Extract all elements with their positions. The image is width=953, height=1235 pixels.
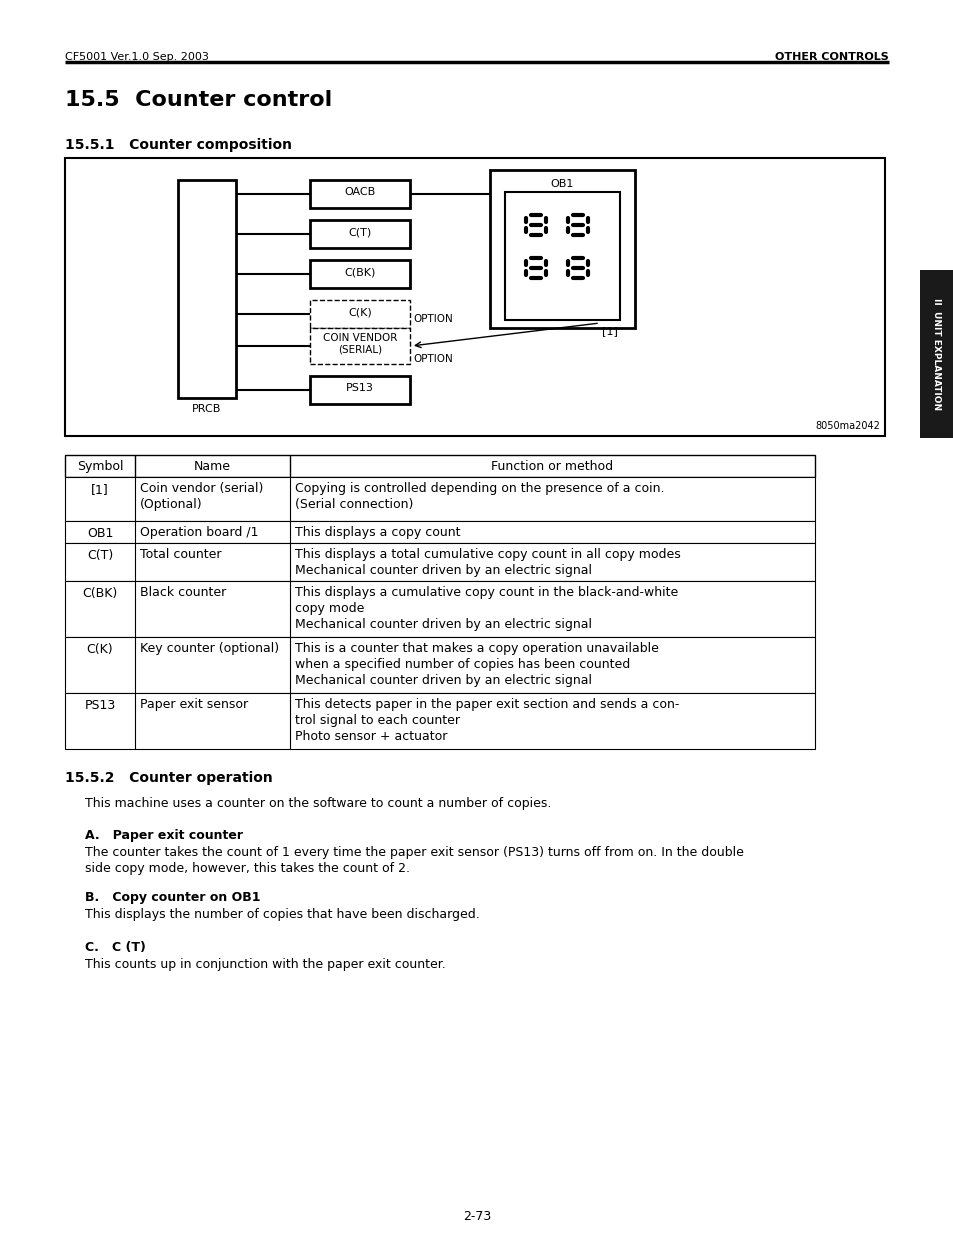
Text: 15.5  Counter control: 15.5 Counter control (65, 90, 332, 110)
Bar (310, 220, 410, 248)
Bar (310, 261, 410, 288)
Bar (504, 191, 619, 320)
Text: OB1: OB1 (550, 179, 573, 189)
Text: Function or method: Function or method (491, 459, 613, 473)
Text: 2-73: 2-73 (462, 1210, 491, 1223)
Bar (919, 270, 953, 438)
Text: Symbol: Symbol (76, 459, 123, 473)
Text: when a specified number of copies has been counted: when a specified number of copies has be… (294, 658, 630, 671)
Text: C(K): C(K) (87, 643, 113, 656)
Text: Coin vendor (serial): Coin vendor (serial) (140, 482, 263, 495)
Text: [1]: [1] (91, 483, 109, 496)
Text: Copying is controlled depending on the presence of a coin.: Copying is controlled depending on the p… (294, 482, 664, 495)
Text: C(BK): C(BK) (344, 267, 375, 277)
Text: This displays a cumulative copy count in the black-and-white: This displays a cumulative copy count in… (294, 585, 678, 599)
Text: This displays a copy count: This displays a copy count (294, 526, 460, 538)
Text: 15.5.1   Counter composition: 15.5.1 Counter composition (65, 138, 292, 152)
Text: This counts up in conjunction with the paper exit counter.: This counts up in conjunction with the p… (85, 958, 445, 971)
Text: side copy mode, however, this takes the count of 2.: side copy mode, however, this takes the … (85, 862, 410, 876)
Text: (Optional): (Optional) (140, 498, 202, 511)
Text: C.   C (T): C. C (T) (85, 941, 146, 953)
Bar (65, 477, 814, 521)
Text: OPTION: OPTION (413, 314, 453, 324)
Text: (Serial connection): (Serial connection) (294, 498, 413, 511)
Text: 8050ma2042: 8050ma2042 (814, 421, 879, 431)
Text: Mechanical counter driven by an electric signal: Mechanical counter driven by an electric… (294, 564, 592, 577)
Bar (178, 180, 235, 398)
Text: copy mode: copy mode (294, 601, 364, 615)
Text: PS13: PS13 (346, 383, 374, 393)
Text: C(K): C(K) (348, 308, 372, 317)
Bar (310, 300, 410, 329)
Bar (65, 580, 814, 637)
Text: Mechanical counter driven by an electric signal: Mechanical counter driven by an electric… (294, 674, 592, 687)
Text: A.   Paper exit counter: A. Paper exit counter (85, 829, 243, 842)
Text: OACB: OACB (344, 186, 375, 198)
Text: B.   Copy counter on OB1: B. Copy counter on OB1 (85, 890, 260, 904)
Text: OPTION: OPTION (413, 354, 453, 364)
Text: This is a counter that makes a copy operation unavailable: This is a counter that makes a copy oper… (294, 642, 659, 655)
Text: [1]: [1] (601, 326, 618, 336)
Text: COIN VENDOR
(SERIAL): COIN VENDOR (SERIAL) (322, 333, 396, 354)
Bar (310, 180, 410, 207)
Text: The counter takes the count of 1 every time the paper exit sensor (PS13) turns o: The counter takes the count of 1 every t… (85, 846, 743, 860)
Text: 15.5.2   Counter operation: 15.5.2 Counter operation (65, 771, 273, 785)
Text: CF5001 Ver.1.0 Sep. 2003: CF5001 Ver.1.0 Sep. 2003 (65, 52, 209, 62)
Text: Paper exit sensor: Paper exit sensor (140, 698, 248, 711)
Text: OTHER CONTROLS: OTHER CONTROLS (775, 52, 888, 62)
Text: Black counter: Black counter (140, 585, 226, 599)
Text: PS13: PS13 (84, 699, 115, 713)
Text: This displays a total cumulative copy count in all copy modes: This displays a total cumulative copy co… (294, 548, 680, 561)
Text: Operation board /1: Operation board /1 (140, 526, 258, 538)
Text: Name: Name (193, 459, 231, 473)
Bar (65, 637, 814, 693)
Text: Total counter: Total counter (140, 548, 221, 561)
Bar (65, 454, 814, 477)
Text: This displays the number of copies that have been discharged.: This displays the number of copies that … (85, 908, 479, 921)
Bar (310, 329, 410, 364)
Bar (490, 170, 635, 329)
Text: Key counter (optional): Key counter (optional) (140, 642, 279, 655)
Text: This machine uses a counter on the software to count a number of copies.: This machine uses a counter on the softw… (85, 797, 551, 810)
Text: C(BK): C(BK) (82, 587, 117, 600)
Bar (65, 693, 814, 748)
Bar (65, 158, 884, 436)
Bar (65, 543, 814, 580)
Text: C(T): C(T) (348, 227, 372, 237)
Text: C(T): C(T) (87, 550, 113, 562)
Text: Photo sensor + actuator: Photo sensor + actuator (294, 730, 447, 743)
Text: PRCB: PRCB (193, 404, 221, 414)
Bar (65, 521, 814, 543)
Text: OB1: OB1 (87, 527, 113, 540)
Bar (310, 375, 410, 404)
Text: II  UNIT EXPLANATION: II UNIT EXPLANATION (931, 298, 941, 410)
Text: Mechanical counter driven by an electric signal: Mechanical counter driven by an electric… (294, 618, 592, 631)
Text: trol signal to each counter: trol signal to each counter (294, 714, 459, 727)
Text: This detects paper in the paper exit section and sends a con-: This detects paper in the paper exit sec… (294, 698, 679, 711)
